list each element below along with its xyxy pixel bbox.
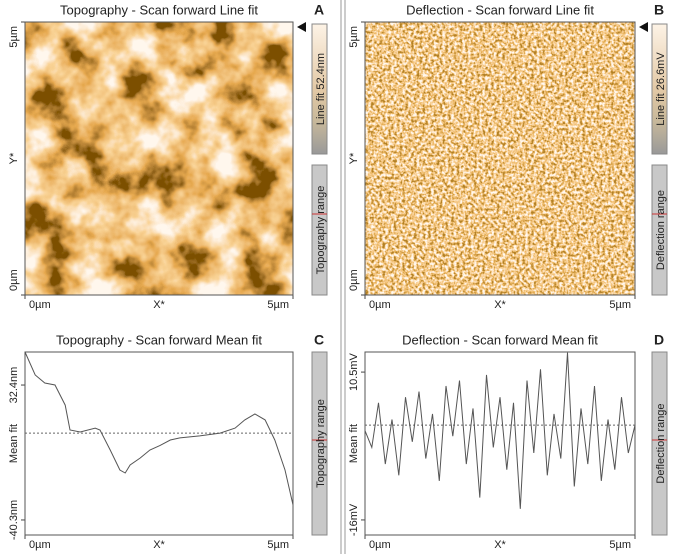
- scan-image: [25, 22, 293, 295]
- y-tick-label: -40.3nm: [8, 500, 20, 540]
- range-bar: [651, 351, 668, 536]
- panel-title: Deflection - Scan forward Line fit: [406, 2, 594, 17]
- x-tick-label: 5µm: [609, 539, 631, 551]
- plot-frame: [24, 351, 294, 536]
- panel-letter: C: [314, 332, 324, 348]
- colorbar-label: Line fit 26.6mV: [655, 52, 667, 126]
- panel-title: Topography - Scan forward Mean fit: [56, 332, 262, 347]
- x-axis-label: X*: [153, 299, 165, 311]
- x-tick-label: 5µm: [267, 539, 289, 551]
- plot-frame: [364, 351, 636, 536]
- y-tick-label: 10.5mV: [348, 352, 360, 391]
- colorbar: [311, 23, 328, 155]
- x-axis-label: X*: [494, 299, 506, 311]
- colorbar: [651, 23, 668, 155]
- range-label: Deflection range: [655, 403, 667, 483]
- y-tick-label: -16mV: [348, 503, 360, 536]
- panel-letter: A: [314, 2, 324, 18]
- x-tick-label: 0µm: [29, 539, 51, 551]
- colorbar-label: Line fit 52.4nm: [315, 53, 327, 125]
- plot-frame: [24, 21, 294, 296]
- scan-marker: [639, 22, 648, 32]
- panel-title: Topography - Scan forward Line fit: [60, 2, 258, 17]
- scan-image: [365, 22, 635, 295]
- range-label: Topography range: [315, 399, 327, 488]
- y-axis-label: Y*: [8, 152, 20, 164]
- y-axis-label: Y*: [348, 152, 360, 164]
- x-tick-label: 0µm: [369, 539, 391, 551]
- panel-letter: D: [654, 332, 664, 348]
- panel-title: Deflection - Scan forward Mean fit: [402, 332, 598, 347]
- y-axis-label: Mean fit: [8, 424, 20, 463]
- y-tick-label: 32.4nm: [8, 367, 20, 404]
- profile-line: [364, 352, 636, 509]
- range-label: Topography range: [315, 186, 327, 275]
- range-bar: [311, 351, 328, 536]
- y-tick-label: 5µm: [348, 26, 360, 48]
- range-bar: [311, 164, 328, 296]
- y-axis-label: Mean fit: [348, 424, 360, 463]
- x-axis-label: X*: [494, 539, 506, 551]
- range-bar: [651, 164, 668, 296]
- x-tick-label: 0µm: [369, 299, 391, 311]
- y-tick-label: 5µm: [8, 26, 20, 48]
- x-tick-label: 0µm: [29, 299, 51, 311]
- plot-frame: [364, 21, 636, 296]
- range-label: Deflection range: [655, 190, 667, 270]
- panel-letter: B: [654, 2, 664, 18]
- x-tick-label: 5µm: [267, 299, 289, 311]
- x-tick-label: 5µm: [609, 299, 631, 311]
- scan-marker: [297, 22, 306, 32]
- profile-line: [24, 351, 294, 506]
- x-axis-label: X*: [153, 539, 165, 551]
- y-tick-label: 0µm: [348, 269, 360, 291]
- y-tick-label: 0µm: [8, 269, 20, 291]
